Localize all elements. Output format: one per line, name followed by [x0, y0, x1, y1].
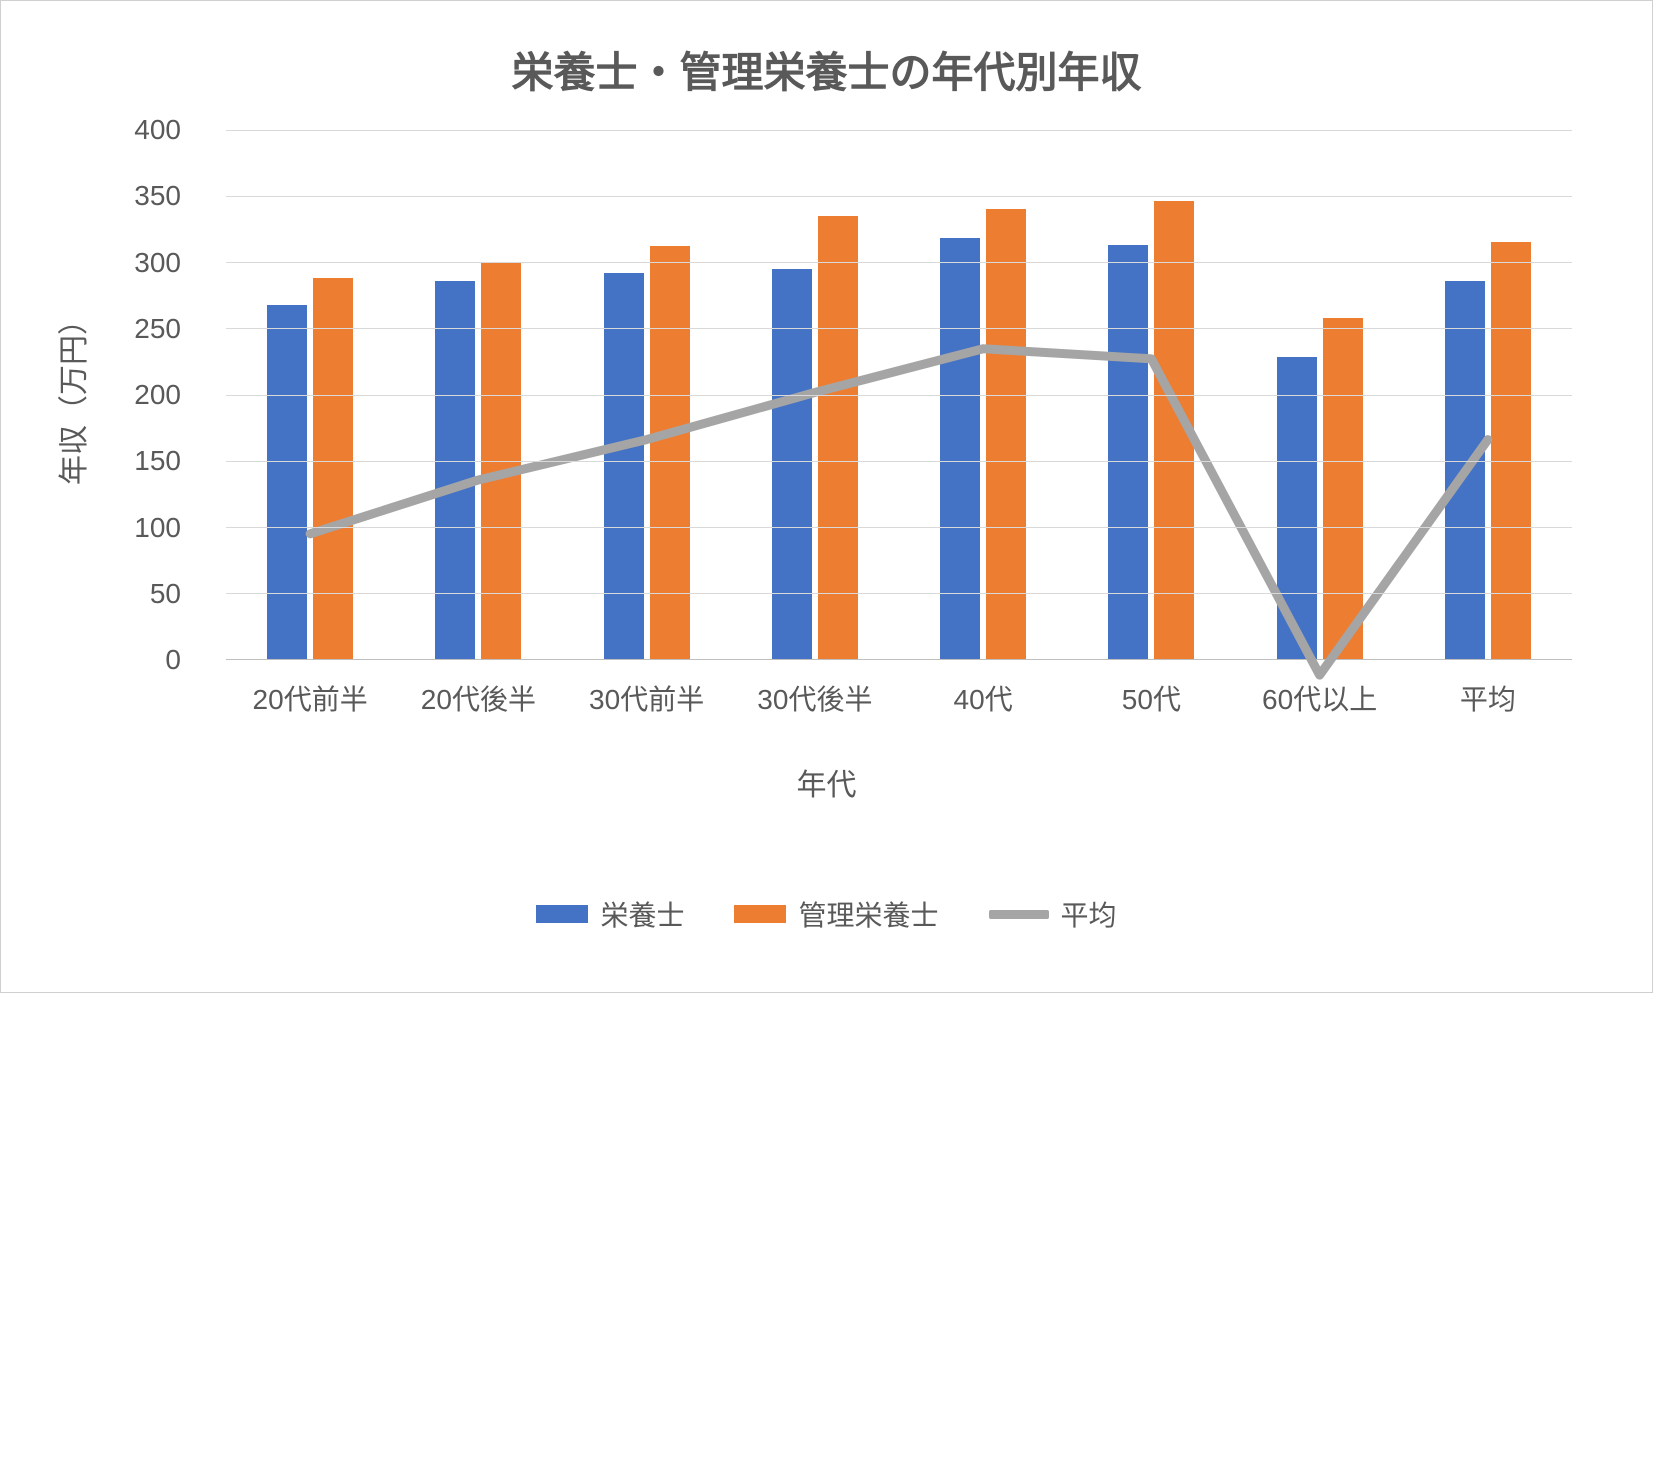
legend-bar-swatch [536, 905, 588, 923]
chart-container: 栄養士・管理栄養士の年代別年収 年収（万円） 05010015020025030… [0, 0, 1653, 993]
bar [1323, 318, 1363, 659]
y-axis-title: 年収（万円） [49, 305, 93, 485]
bar [435, 281, 475, 659]
bar [1491, 242, 1531, 659]
x-tick-label: 平均 [1404, 678, 1572, 718]
x-tick-label: 20代前半 [226, 678, 394, 718]
y-tick-label: 100 [101, 512, 181, 544]
bar [986, 209, 1026, 659]
plot-area [226, 130, 1572, 660]
y-tick-label: 150 [101, 445, 181, 477]
legend-label: 平均 [1061, 894, 1117, 934]
x-axis-title: 年代 [41, 760, 1612, 804]
x-tick-label: 30代後半 [731, 678, 899, 718]
bar [1108, 245, 1148, 659]
bar [267, 305, 307, 659]
legend-line-swatch [989, 910, 1049, 919]
x-tick-label: 40代 [899, 678, 1067, 718]
bar [940, 238, 980, 659]
legend-item: 平均 [989, 894, 1117, 934]
y-tick-label: 400 [101, 114, 181, 146]
gridline [226, 593, 1572, 594]
gridline [226, 130, 1572, 131]
y-tick-label: 300 [101, 247, 181, 279]
bar [650, 246, 690, 659]
bar [313, 278, 353, 659]
x-tick-label: 60代以上 [1236, 678, 1404, 718]
gridline [226, 328, 1572, 329]
gridline [226, 461, 1572, 462]
x-tick-label: 30代前半 [563, 678, 731, 718]
y-ticks: 050100150200250300350400 [121, 130, 201, 660]
y-tick-label: 250 [101, 313, 181, 345]
gridline [226, 196, 1572, 197]
legend-label: 栄養士 [600, 894, 684, 934]
gridline [226, 395, 1572, 396]
y-tick-label: 0 [101, 644, 181, 676]
x-tick-label: 50代 [1067, 678, 1235, 718]
bar [1445, 281, 1485, 659]
y-tick-label: 350 [101, 180, 181, 212]
legend-bar-swatch [734, 905, 786, 923]
bar [604, 273, 644, 659]
y-tick-label: 50 [101, 578, 181, 610]
x-tick-label: 20代後半 [394, 678, 562, 718]
legend: 栄養士 管理栄養士 平均 [41, 894, 1612, 934]
bar [1277, 357, 1317, 659]
legend-item: 管理栄養士 [734, 894, 938, 934]
gridline [226, 527, 1572, 528]
x-labels: 20代前半20代後半30代前半30代後半40代50代60代以上平均 [226, 678, 1572, 718]
bar [1154, 201, 1194, 659]
y-tick-label: 200 [101, 379, 181, 411]
legend-label: 管理栄養士 [798, 894, 938, 934]
legend-item: 栄養士 [536, 894, 684, 934]
chart-title: 栄養士・管理栄養士の年代別年収 [41, 39, 1612, 100]
plot-wrapper: 年収（万円） 050100150200250300350400 20代前半20代… [141, 130, 1572, 660]
gridline [226, 262, 1572, 263]
